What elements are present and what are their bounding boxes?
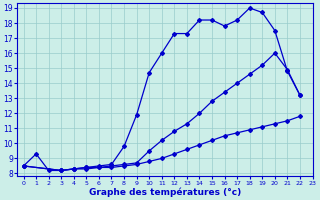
X-axis label: Graphe des températures (°c): Graphe des températures (°c) xyxy=(89,187,241,197)
